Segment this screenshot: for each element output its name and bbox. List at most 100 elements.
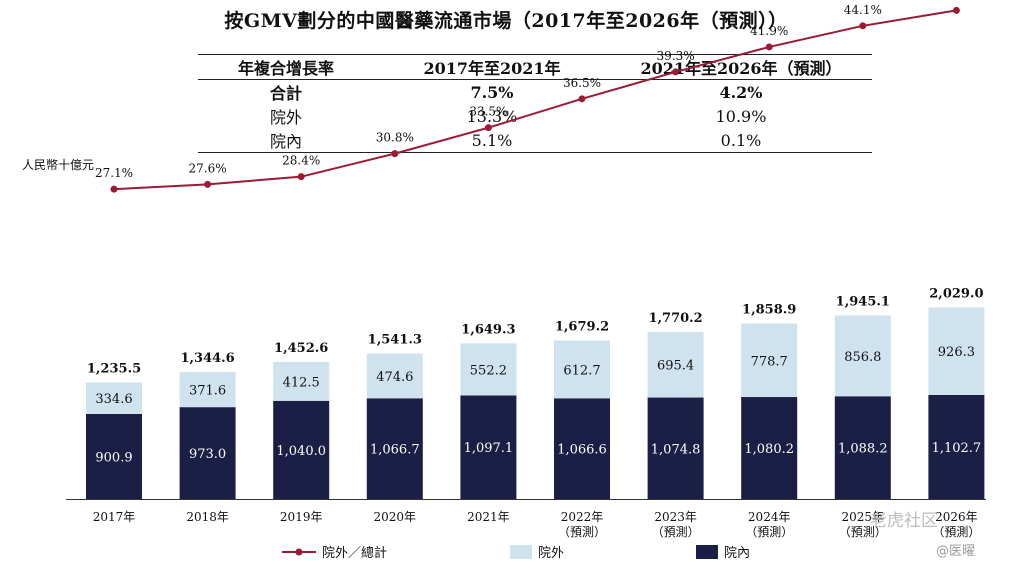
bar-outside-value: 474.6 bbox=[376, 370, 413, 385]
bar-inside-value: 1,080.2 bbox=[744, 442, 794, 457]
x-tick-label: 2020年 bbox=[374, 510, 417, 524]
x-tick-sublabel: （預測） bbox=[558, 525, 606, 539]
cagr-row-total: 合計 7.5% 4.2% bbox=[198, 80, 872, 105]
legend-label-inside: 院內 bbox=[724, 546, 751, 561]
bar-inside-value: 1,088.2 bbox=[838, 442, 888, 457]
bar-total-value: 2,029.0 bbox=[929, 286, 983, 301]
ratio-label: 28.4% bbox=[282, 154, 320, 168]
bar-outside-value: 926.3 bbox=[938, 345, 975, 360]
legend-label-ratio: 院外／總計 bbox=[322, 546, 388, 561]
bar-outside bbox=[86, 382, 142, 414]
ratio-point bbox=[578, 95, 586, 103]
cagr-row-outside: 院外 13.3% 10.9% bbox=[198, 104, 872, 128]
x-tick-sublabel: （預測） bbox=[652, 525, 700, 539]
bar-inside bbox=[366, 398, 423, 499]
y-unit-label: 人民幣十億元 bbox=[22, 158, 95, 172]
ratio-label: 44.1% bbox=[844, 3, 882, 17]
bar-outside-value: 552.2 bbox=[470, 363, 507, 378]
cagr-cell: 7.5% bbox=[470, 82, 514, 102]
ratio-label: 27.6% bbox=[189, 161, 227, 175]
x-tick-label: 2022年 bbox=[561, 510, 604, 524]
bar-total-value: 1,858.9 bbox=[742, 303, 796, 318]
bar-inside bbox=[741, 397, 798, 499]
bar-total-value: 1,541.3 bbox=[368, 333, 422, 348]
legend-swatch-outside bbox=[510, 544, 532, 559]
chart-title: 按GMV劃分的中國醫藥流通市場（2017年至2026年（預測）） bbox=[224, 10, 788, 32]
x-tick-label: 2025年 bbox=[842, 510, 885, 524]
x-tick-label: 2026年 bbox=[935, 510, 978, 524]
bar-inside bbox=[647, 397, 704, 499]
ratio-point bbox=[859, 22, 867, 30]
cagr-table: 年複合增長率 2017年至2021年 2021年至2026年（預測） 合計 7.… bbox=[198, 54, 872, 153]
cagr-row-label: 院外 bbox=[269, 108, 302, 127]
bar-inside bbox=[179, 407, 236, 499]
bar-outside-value: 412.5 bbox=[283, 375, 320, 390]
ratio-label: 45.7% bbox=[937, 0, 975, 1]
x-tick-sublabel: （預測） bbox=[932, 525, 980, 539]
bar-inside bbox=[928, 394, 985, 499]
bar-inside bbox=[460, 395, 517, 499]
cagr-header-period1: 2017年至2021年 bbox=[423, 59, 561, 78]
bar-outside-value: 856.8 bbox=[844, 350, 881, 365]
ratio-label: 41.9% bbox=[750, 24, 788, 38]
bar-total-value: 1,235.5 bbox=[87, 361, 141, 376]
cagr-cell: 10.9% bbox=[715, 106, 767, 126]
bar-outside bbox=[460, 343, 517, 396]
bar-inside-value: 900.9 bbox=[95, 450, 132, 465]
legend-item-ratio-line: 院外／總計 bbox=[282, 542, 387, 561]
ratio-point bbox=[204, 180, 212, 188]
cagr-header-row: 年複合增長率 2017年至2021年 2021年至2026年（預測） bbox=[198, 54, 872, 80]
x-tick-sublabel: （預測） bbox=[745, 525, 793, 539]
legend: 院外／總計 院外 院內 bbox=[0, 540, 1012, 564]
bar-inside-value: 1,074.8 bbox=[651, 442, 701, 457]
bar-inside-value: 1,097.1 bbox=[464, 441, 514, 456]
bar-inside-value: 1,066.7 bbox=[370, 443, 420, 458]
ratio-point bbox=[672, 68, 680, 76]
ratio-point bbox=[952, 6, 960, 14]
ratio-label: 30.8% bbox=[376, 131, 414, 145]
legend-line-icon bbox=[282, 548, 316, 555]
watermark-handle: @医曜 bbox=[936, 544, 976, 559]
ratio-label: 27.1% bbox=[95, 166, 133, 180]
bar-inside bbox=[834, 396, 891, 499]
ratio-label: 39.3% bbox=[657, 49, 695, 63]
bar-inside bbox=[86, 413, 142, 499]
legend-item-inside: 院內 bbox=[696, 542, 750, 561]
bar-outside-value: 612.7 bbox=[563, 363, 600, 378]
cagr-row-label: 合計 bbox=[269, 84, 302, 103]
bar-inside bbox=[273, 400, 330, 499]
ratio-point bbox=[110, 185, 118, 193]
bar-inside-value: 1,040.0 bbox=[276, 444, 326, 459]
bar-outside bbox=[928, 307, 985, 395]
bar-outside bbox=[647, 331, 704, 398]
bar-outside bbox=[273, 361, 330, 401]
legend-swatch-inside bbox=[696, 544, 718, 559]
cagr-cell: 4.2% bbox=[719, 82, 763, 102]
legend-item-outside: 院外 bbox=[510, 542, 564, 561]
bar-total-value: 1,649.3 bbox=[461, 322, 515, 337]
bar-outside bbox=[834, 315, 891, 397]
legend-label-outside: 院外 bbox=[538, 546, 565, 561]
x-tick-label: 2019年 bbox=[280, 510, 323, 524]
ratio-line bbox=[113, 9, 957, 191]
bar-total-value: 1,770.2 bbox=[648, 311, 702, 326]
bar-outside-value: 695.4 bbox=[657, 359, 694, 374]
ratio-point bbox=[297, 173, 305, 181]
bar-outside bbox=[366, 353, 423, 399]
bar-inside-value: 973.0 bbox=[189, 447, 226, 462]
bar-outside bbox=[554, 340, 610, 399]
ratio-point bbox=[484, 124, 492, 132]
x-tick-label: 2018年 bbox=[186, 510, 229, 524]
cagr-row-label: 院內 bbox=[269, 132, 302, 151]
x-tick-label: 2024年 bbox=[748, 510, 791, 524]
cagr-cell: 13.3% bbox=[466, 106, 518, 126]
cagr-row-inside: 院內 5.1% 0.1% bbox=[198, 128, 872, 153]
cagr-header-label: 年複合增長率 bbox=[237, 59, 334, 78]
cagr-header-period2: 2021年至2026年（預測） bbox=[640, 59, 842, 78]
bar-inside-value: 1,102.7 bbox=[932, 441, 982, 456]
x-tick-label: 2023年 bbox=[654, 510, 697, 524]
x-tick-label: 2021年 bbox=[467, 510, 510, 524]
x-tick-label: 2017年 bbox=[93, 510, 136, 524]
cagr-cell: 0.1% bbox=[720, 130, 762, 150]
